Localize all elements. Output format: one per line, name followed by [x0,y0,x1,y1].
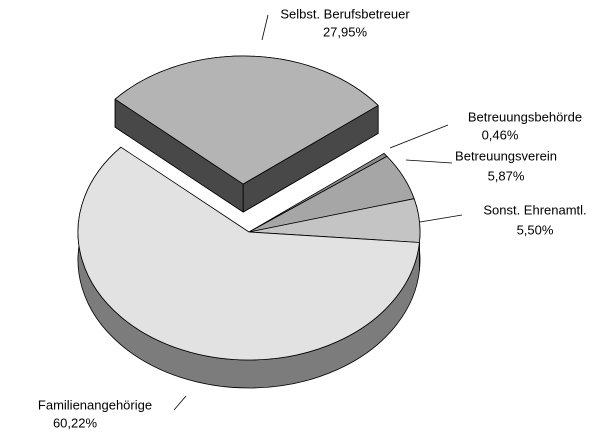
slice-label: Selbst. Berufsbetreuer [280,6,410,21]
slice-label: Sonst. Ehrenamtl. [483,202,586,217]
slice-label: Familienangehörige [38,397,152,412]
value-label: 27,95% [323,24,368,39]
slice [77,146,420,361]
leader-line [405,159,453,164]
slice-label: Betreuungsbehörde [468,109,582,124]
leader-line [389,124,449,149]
leader-line [261,14,269,41]
slice-label: Betreuungsverein [455,148,557,163]
slice [114,55,379,185]
value-label: 5,50% [517,222,554,237]
value-label: 5,87% [488,168,525,183]
value-label: 60,22% [53,415,98,430]
value-label: 0,46% [482,127,519,142]
leader-line [419,214,463,223]
leader-line [173,395,187,411]
